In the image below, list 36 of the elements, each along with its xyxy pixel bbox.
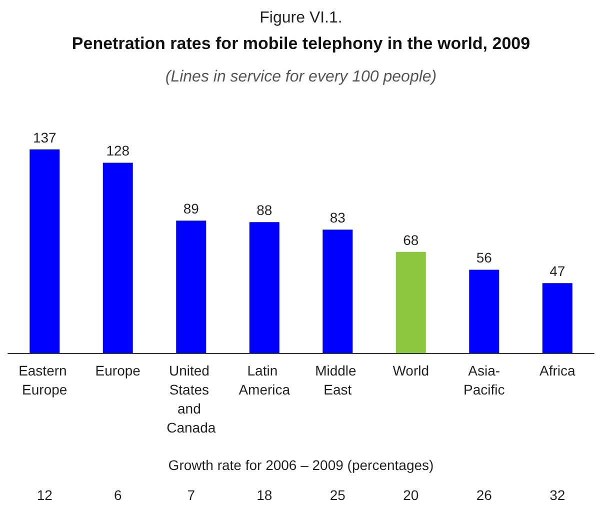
text: 12 [36, 487, 53, 503]
x-tick-label: Africa [539, 362, 576, 378]
bar [176, 220, 206, 353]
x-tick-label: United States and Canada [166, 362, 216, 436]
text: 25 [330, 487, 346, 503]
text: 26 [476, 487, 492, 503]
data-label: 137 [32, 129, 57, 146]
text: 18 [256, 487, 272, 503]
bar [249, 222, 280, 353]
text: 7 [187, 487, 196, 503]
x-tick-label: Europe [95, 362, 141, 378]
text: Growth rate for 2006 – 2009 (percentages) [168, 457, 434, 473]
bar [30, 149, 60, 353]
chart-subtitle: (Lines in service for every 100 people) [165, 68, 437, 86]
text: 20 [403, 487, 419, 503]
data-label: 56 [476, 250, 492, 266]
data-label: 128 [106, 142, 130, 159]
data-label: 89 [183, 200, 200, 217]
data-label: 83 [330, 210, 346, 226]
data-label: 88 [256, 202, 272, 218]
text: 6 [114, 487, 122, 503]
data-label: 68 [403, 232, 419, 248]
x-tick-label: World [392, 362, 430, 378]
chart-title: Penetration rates for mobile telephony in the world, 2009 [72, 34, 530, 53]
x-tick-label: Asia-Pacific [464, 362, 505, 398]
bar [469, 270, 500, 353]
text: Figure VI.1. [260, 10, 342, 26]
data-label: 47 [550, 263, 566, 280]
bar [102, 162, 133, 353]
bar [322, 230, 353, 353]
bar [542, 283, 572, 353]
text: 32 [550, 487, 566, 503]
bar [396, 252, 426, 353]
x-tick-label: Middle East [315, 362, 360, 398]
x-tick-label: Latin America [238, 362, 290, 398]
x-tick-label: Eastern Europe [18, 362, 71, 398]
